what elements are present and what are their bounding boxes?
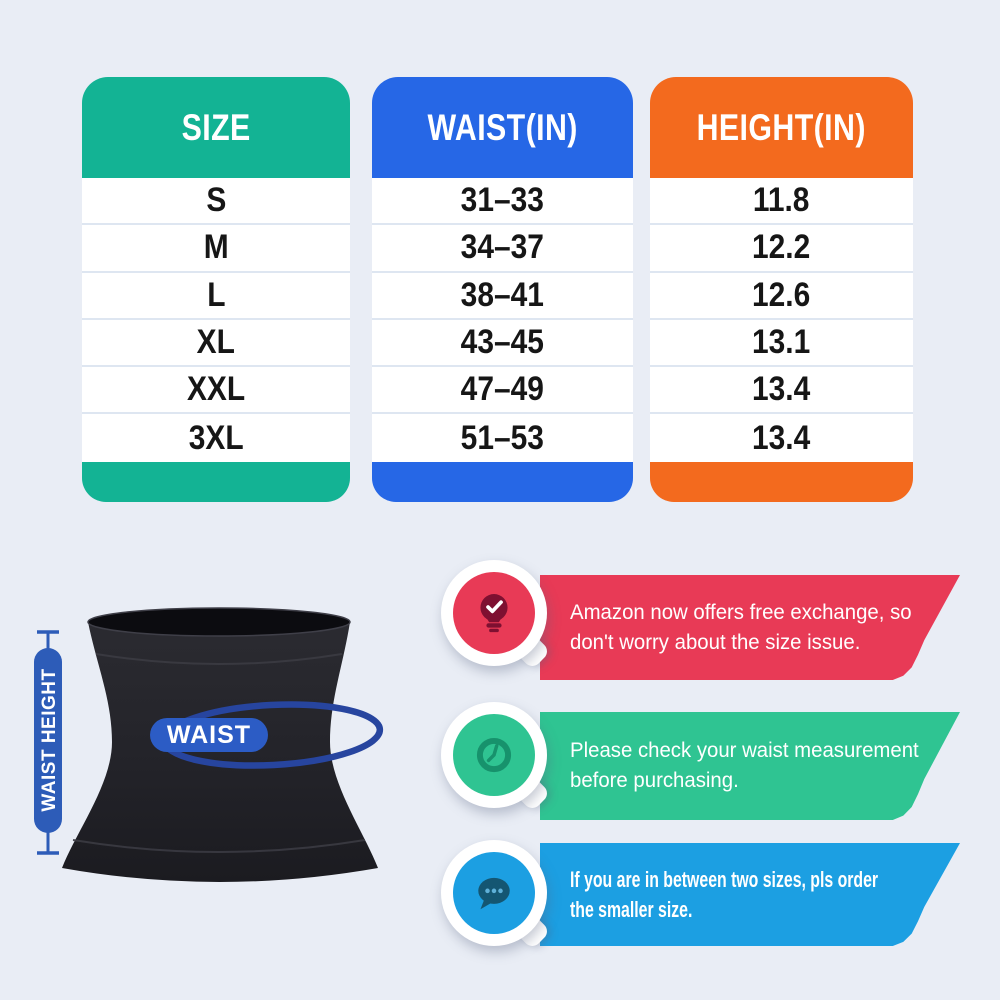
size-cell: 47–49: [372, 367, 633, 415]
height-measure-group: WAIST HEIGHT: [34, 630, 62, 855]
badge-inner: [453, 714, 535, 796]
column-footer: [372, 461, 633, 502]
callout-badge: [441, 702, 551, 812]
callout-line: If you are in between two sizes, pls ord…: [570, 866, 879, 892]
size-cell: 13.1: [650, 319, 913, 368]
waist-pill-group: WAIST: [150, 718, 268, 752]
column-header-waist: WAIST(IN): [372, 77, 633, 178]
size-cell: 3XL: [82, 414, 350, 462]
callout-banner: Please check your waist measurement befo…: [540, 712, 960, 820]
seam-top: [95, 653, 343, 665]
chat-dots-icon: [478, 877, 510, 910]
size-cell: 43–45: [372, 319, 633, 368]
lightbulb-check-icon: [480, 594, 508, 633]
column-header-label: WAIST(IN): [427, 106, 578, 148]
column-cells: 31–33 34–37 38–41 43–45 47–49 51–53: [372, 178, 633, 462]
size-cell: 51–53: [372, 414, 633, 462]
size-cell: 31–33: [372, 178, 633, 226]
size-chart-column: WAIST(IN) 31–33 34–37 38–41 43–45 47–49 51–53: [372, 77, 633, 502]
size-cell: 13.4: [650, 414, 913, 462]
size-cell: 11.8: [650, 178, 913, 226]
callout-check-measurement: Please check your waist measurement befo…: [433, 702, 993, 842]
size-cell: L: [82, 272, 350, 320]
callout-line: Please check your waist measurement: [570, 739, 919, 762]
column-header-label: HEIGHT(IN): [696, 106, 867, 148]
callout-badge: [441, 560, 551, 670]
callout-line: don't worry about the size issue.: [570, 630, 861, 654]
callout-text: Please check your waist measurement befo…: [570, 736, 930, 796]
seam-bottom: [72, 839, 366, 853]
callout-free-exchange: Amazon now offers free exchange, so don'…: [433, 560, 993, 700]
waist-trainer-opening: [87, 607, 351, 637]
callout-text: If you are in between two sizes, pls ord…: [570, 865, 960, 925]
callout-line: Amazon now offers free exchange, so: [570, 600, 912, 624]
column-header-size: SIZE: [82, 77, 350, 178]
clock-icon: [476, 737, 512, 773]
size-cell: 13.4: [650, 367, 913, 415]
waist-pill: [150, 718, 268, 752]
size-cell: M: [82, 225, 350, 273]
column-cells: S M L XL XXL 3XL: [82, 178, 350, 462]
waist-pill-label: WAIST: [167, 721, 251, 749]
size-cell: XXL: [82, 367, 350, 415]
size-cell: XL: [82, 319, 350, 368]
size-chart-table: SIZE S M L XL XXL 3XL WAIST(IN) 31–33 34–37 38–…: [0, 77, 1000, 507]
callout-banner: If you are in between two sizes, pls ord…: [540, 843, 960, 946]
callout-between-sizes: If you are in between two sizes, pls ord…: [433, 840, 993, 980]
callout-line: before purchasing.: [570, 769, 739, 792]
column-header-label: SIZE: [181, 106, 251, 148]
callout-banner: Amazon now offers free exchange, so don'…: [540, 575, 960, 680]
waist-trainer-illustration: WAIST WAIST HEIGHT: [34, 607, 384, 882]
size-chart-column: SIZE S M L XL XXL 3XL: [82, 77, 350, 502]
size-cell: 34–37: [372, 225, 633, 273]
callout-badge: [441, 840, 551, 950]
size-cell: 38–41: [372, 272, 633, 320]
size-cell: 12.2: [650, 225, 913, 273]
badge-inner: [453, 852, 535, 934]
column-header-height: HEIGHT(IN): [650, 77, 913, 178]
column-footer: [650, 461, 913, 502]
size-chart-column: HEIGHT(IN) 11.8 12.2 12.6 13.1 13.4 13.4: [650, 77, 913, 502]
size-cell: S: [82, 178, 350, 226]
column-footer: [82, 461, 350, 502]
callout-line: the smaller size.: [570, 896, 693, 922]
callout-text: Amazon now offers free exchange, so don'…: [570, 598, 922, 658]
height-pill-label: WAIST HEIGHT: [39, 668, 60, 811]
column-cells: 11.8 12.2 12.6 13.1 13.4 13.4: [650, 178, 913, 462]
height-pill: [34, 648, 62, 833]
badge-inner: [453, 572, 535, 654]
size-cell: 12.6: [650, 272, 913, 320]
